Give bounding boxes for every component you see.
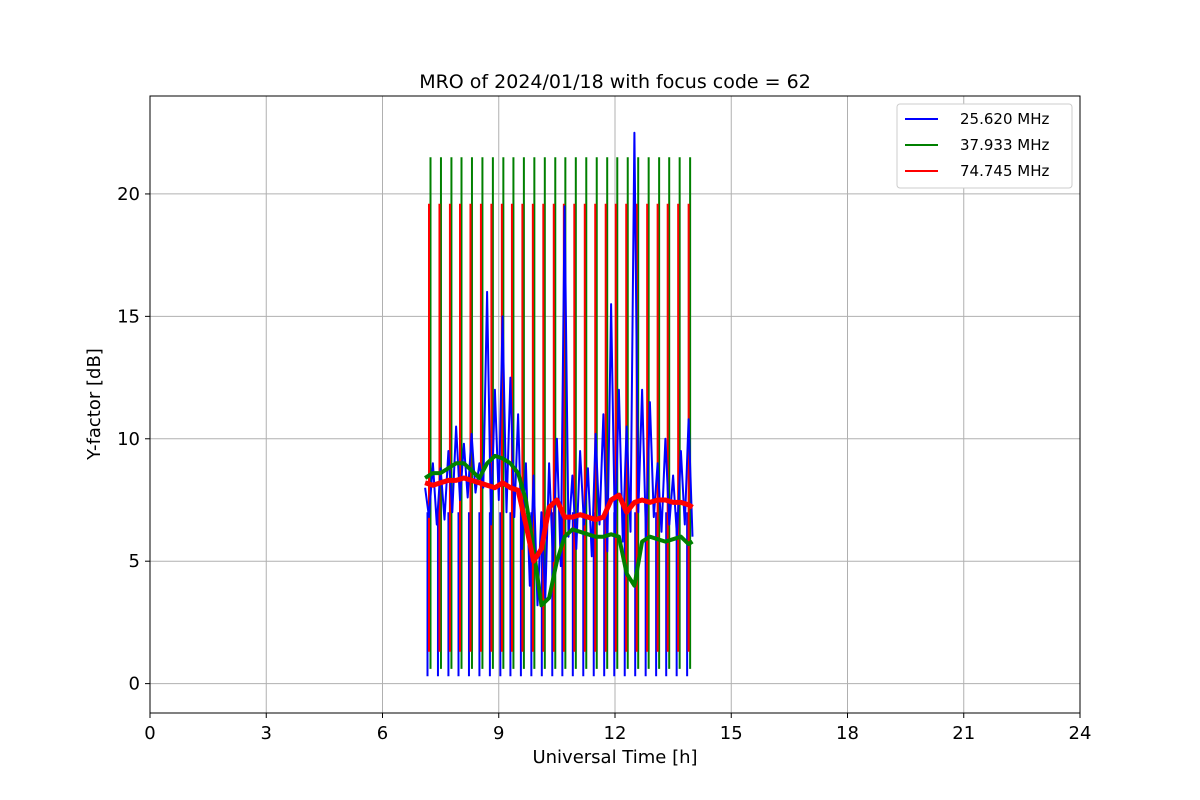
series-line-3 bbox=[424, 475, 694, 564]
y-tick-label: 5 bbox=[129, 551, 140, 572]
calibration-spikes bbox=[426, 157, 692, 677]
x-axis-label: Universal Time [h] bbox=[532, 747, 697, 768]
x-tick-label: 0 bbox=[144, 723, 155, 744]
y-tick-label: 0 bbox=[129, 674, 140, 695]
y-tick-label: 20 bbox=[117, 184, 140, 205]
legend-label-1: 25.620 MHz bbox=[960, 110, 1049, 128]
y-tick-label: 10 bbox=[117, 429, 140, 450]
series-line-2 bbox=[424, 453, 694, 608]
legend-label-3: 74.745 MHz bbox=[960, 162, 1049, 180]
x-tick-label: 3 bbox=[261, 723, 272, 744]
legend: 25.620 MHz 37.933 MHz 74.745 MHz bbox=[896, 103, 1073, 189]
x-tick-label: 21 bbox=[952, 723, 975, 744]
x-tick-label: 18 bbox=[836, 723, 859, 744]
legend-label-2: 37.933 MHz bbox=[960, 136, 1049, 154]
chart-title: MRO of 2024/01/18 with focus code = 62 bbox=[419, 71, 811, 93]
legend-box bbox=[896, 103, 1073, 189]
y-axis-ticks: 0 5 10 15 20 bbox=[117, 184, 150, 695]
series-lines bbox=[424, 131, 694, 608]
y-axis-label: Y-factor [dB] bbox=[84, 348, 105, 461]
x-tick-label: 12 bbox=[604, 723, 627, 744]
x-tick-label: 6 bbox=[377, 723, 388, 744]
x-tick-label: 15 bbox=[720, 723, 743, 744]
x-tick-label: 24 bbox=[1069, 723, 1092, 744]
y-tick-label: 15 bbox=[117, 306, 140, 327]
x-axis-ticks: 0 3 6 9 12 15 18 21 24 bbox=[144, 713, 1091, 744]
x-tick-label: 9 bbox=[493, 723, 504, 744]
